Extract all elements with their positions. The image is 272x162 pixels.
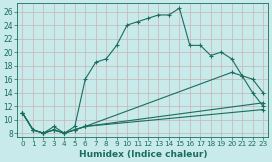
X-axis label: Humidex (Indice chaleur): Humidex (Indice chaleur) (79, 150, 207, 159)
